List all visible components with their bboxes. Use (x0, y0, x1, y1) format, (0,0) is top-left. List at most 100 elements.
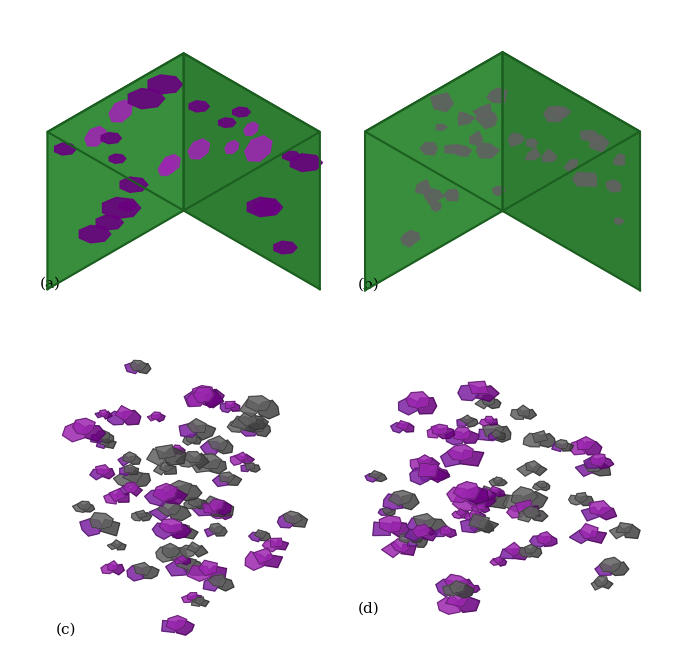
Polygon shape (615, 218, 624, 225)
Polygon shape (588, 531, 607, 543)
Polygon shape (230, 402, 240, 411)
Polygon shape (80, 518, 102, 536)
Polygon shape (458, 385, 481, 401)
Polygon shape (162, 620, 179, 632)
Polygon shape (220, 512, 231, 520)
Polygon shape (241, 454, 254, 466)
Polygon shape (177, 556, 196, 571)
Polygon shape (555, 107, 571, 118)
Polygon shape (507, 504, 526, 518)
Polygon shape (197, 454, 222, 468)
Polygon shape (130, 361, 147, 371)
Polygon shape (440, 526, 452, 535)
Polygon shape (607, 180, 621, 192)
Polygon shape (600, 579, 613, 589)
Polygon shape (444, 528, 456, 537)
Polygon shape (109, 488, 126, 502)
Polygon shape (187, 419, 206, 433)
Polygon shape (215, 502, 231, 515)
Polygon shape (522, 506, 541, 517)
Polygon shape (135, 363, 151, 373)
Polygon shape (98, 410, 109, 417)
Polygon shape (445, 145, 460, 155)
Polygon shape (477, 142, 499, 158)
Polygon shape (255, 530, 267, 539)
Polygon shape (391, 522, 410, 538)
Polygon shape (101, 433, 114, 444)
Polygon shape (123, 482, 139, 492)
Polygon shape (591, 579, 604, 590)
Polygon shape (100, 438, 111, 446)
Polygon shape (460, 511, 469, 518)
Polygon shape (101, 132, 121, 144)
Polygon shape (454, 427, 471, 440)
Polygon shape (419, 463, 438, 477)
Polygon shape (479, 488, 492, 498)
Polygon shape (456, 585, 474, 598)
Polygon shape (248, 465, 260, 472)
Polygon shape (85, 126, 106, 147)
Polygon shape (231, 416, 251, 429)
Polygon shape (584, 459, 604, 472)
Polygon shape (544, 106, 564, 122)
Polygon shape (202, 389, 224, 407)
Polygon shape (183, 437, 193, 445)
Polygon shape (406, 518, 425, 533)
Polygon shape (147, 449, 168, 466)
Polygon shape (582, 507, 601, 521)
Polygon shape (179, 545, 195, 557)
Polygon shape (235, 452, 248, 461)
Polygon shape (107, 543, 119, 549)
Polygon shape (120, 466, 131, 476)
Polygon shape (489, 432, 497, 440)
Polygon shape (537, 532, 552, 545)
Polygon shape (278, 513, 295, 528)
Polygon shape (470, 493, 496, 509)
Polygon shape (493, 477, 502, 484)
Polygon shape (460, 431, 480, 443)
Polygon shape (469, 514, 489, 529)
Polygon shape (470, 131, 483, 146)
Polygon shape (128, 88, 164, 108)
Polygon shape (516, 500, 533, 514)
Polygon shape (96, 431, 110, 440)
Polygon shape (102, 411, 113, 419)
Polygon shape (206, 566, 226, 581)
Polygon shape (200, 496, 226, 512)
Polygon shape (487, 492, 510, 508)
Polygon shape (139, 512, 152, 521)
Polygon shape (499, 549, 516, 559)
Polygon shape (415, 180, 430, 194)
Polygon shape (156, 547, 174, 562)
Polygon shape (101, 565, 115, 573)
Polygon shape (595, 563, 611, 575)
Polygon shape (166, 561, 187, 576)
Polygon shape (149, 506, 173, 520)
Polygon shape (502, 495, 528, 512)
Polygon shape (521, 492, 548, 512)
Polygon shape (245, 136, 272, 161)
Polygon shape (591, 462, 611, 476)
Polygon shape (466, 583, 475, 591)
Polygon shape (466, 487, 489, 504)
Polygon shape (125, 362, 141, 373)
Polygon shape (177, 484, 202, 500)
Polygon shape (82, 425, 106, 442)
Polygon shape (422, 458, 439, 470)
Polygon shape (96, 215, 123, 230)
Polygon shape (401, 231, 420, 247)
Polygon shape (282, 151, 300, 161)
Polygon shape (460, 518, 481, 533)
Polygon shape (581, 442, 602, 455)
Polygon shape (104, 440, 116, 448)
Polygon shape (55, 143, 76, 155)
Text: (a): (a) (40, 276, 61, 290)
Polygon shape (580, 524, 598, 539)
Polygon shape (158, 159, 175, 175)
Polygon shape (175, 524, 190, 535)
Polygon shape (47, 54, 320, 211)
Polygon shape (253, 548, 274, 565)
Polygon shape (462, 585, 472, 593)
Polygon shape (148, 75, 183, 94)
Polygon shape (152, 412, 162, 419)
